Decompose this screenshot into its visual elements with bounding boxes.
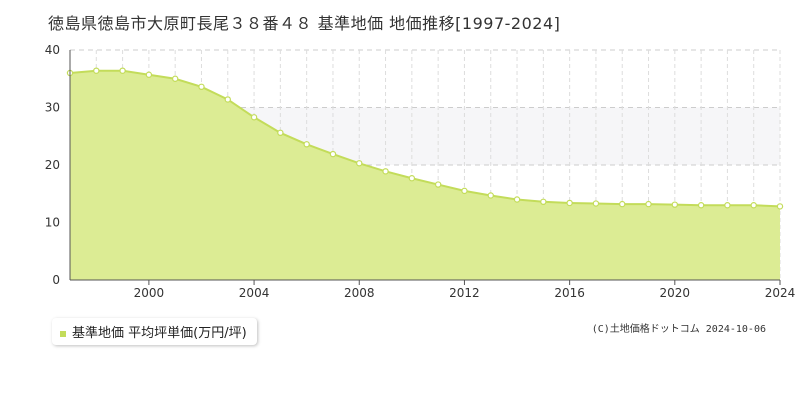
x-tick-label: 2020 <box>660 286 691 300</box>
y-tick-label: 30 <box>45 101 60 115</box>
x-tick-label: 2024 <box>765 286 796 300</box>
x-tick-label: 2012 <box>449 286 480 300</box>
data-point <box>724 202 731 209</box>
chart-title: 徳島県徳島市大原町長尾３８番４８ 基準地価 地価推移[1997-2024] <box>48 14 561 33</box>
data-point <box>540 198 547 205</box>
data-point <box>250 114 258 121</box>
y-tick-label: 0 <box>52 273 60 287</box>
x-tick-label: 2004 <box>239 286 270 300</box>
x-tick-label: 2016 <box>554 286 585 300</box>
copyright-credit: (C)土地価格ドットコム 2024-10-06 <box>591 324 766 335</box>
data-point <box>93 67 100 74</box>
data-point <box>171 75 179 82</box>
data-point <box>697 202 705 209</box>
legend-label: 基準地価 平均坪単価(万円/坪) <box>72 326 247 341</box>
y-tick-label: 10 <box>45 216 60 230</box>
x-tick-label: 2000 <box>134 286 165 300</box>
data-point <box>356 160 363 167</box>
data-point <box>277 129 284 136</box>
y-tick-label: 40 <box>45 43 60 57</box>
data-point <box>750 202 757 209</box>
series-line <box>69 69 781 208</box>
data-point <box>408 175 416 182</box>
data-point <box>224 96 231 103</box>
data-point <box>645 200 652 208</box>
data-point <box>513 196 521 203</box>
data-point <box>566 199 573 207</box>
data-point <box>329 150 337 158</box>
legend[interactable]: 基準地価 平均坪単価(万円/坪) <box>52 318 257 345</box>
data-point <box>671 201 679 208</box>
data-point <box>592 200 600 207</box>
data-point <box>619 200 626 208</box>
data-point <box>776 203 784 210</box>
data-point <box>434 181 442 188</box>
data-point <box>487 192 494 199</box>
data-point <box>303 141 310 148</box>
data-point <box>119 67 126 74</box>
legend-marker-icon <box>60 330 66 337</box>
x-tick-label: 2008 <box>344 286 375 300</box>
y-tick-label: 20 <box>45 158 60 172</box>
data-point <box>145 71 153 78</box>
data-point <box>382 168 389 175</box>
series-area <box>70 70 780 280</box>
data-point <box>461 187 468 195</box>
data-point <box>198 83 205 91</box>
